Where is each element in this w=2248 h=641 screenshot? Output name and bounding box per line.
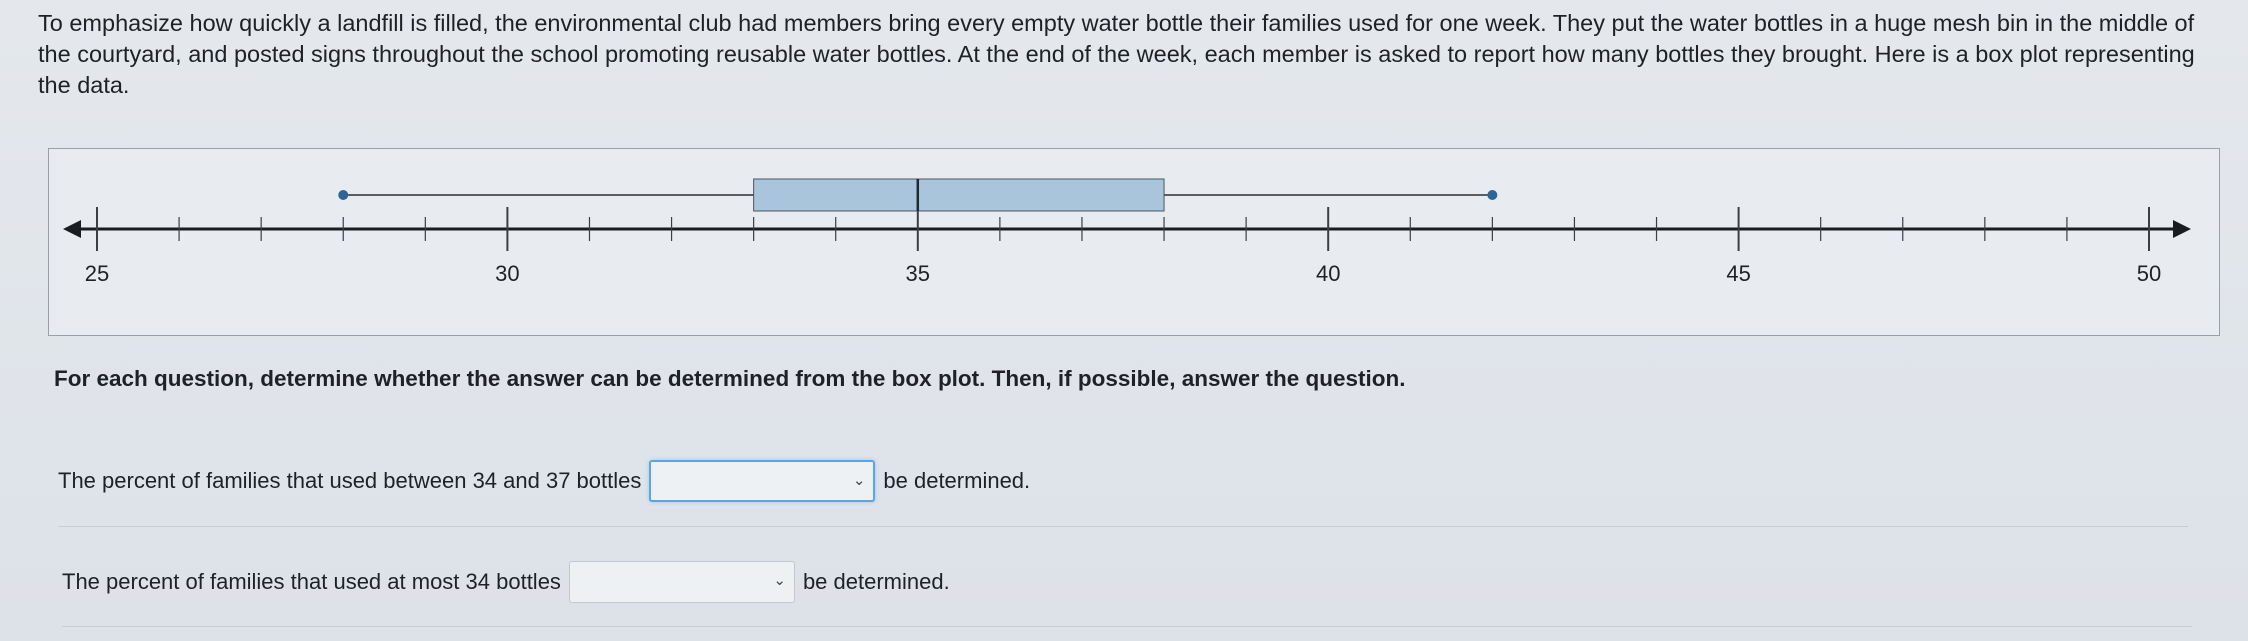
box-plot-panel: 25 30 35 40 45 50 [48, 148, 2220, 336]
tick-label: 35 [906, 261, 930, 286]
iqr-box [753, 178, 1165, 212]
chevron-down-icon: ⌄ [773, 572, 786, 589]
chevron-down-icon: ⌄ [852, 472, 866, 489]
box-plot-chart: 25 30 35 40 45 50 [63, 178, 2191, 286]
intro-paragraph: To emphasize how quickly a landfill is f… [38, 10, 2195, 98]
minimum-point [338, 190, 349, 200]
question-2-dropdown[interactable]: ⌄ [568, 561, 795, 603]
tick-label: 45 [1726, 261, 1750, 286]
tick-label: 30 [495, 261, 519, 286]
question-1-suffix: be determined. [883, 468, 1031, 493]
question-1-dropdown[interactable]: ⌄ [649, 460, 876, 502]
tick-label: 50 [2137, 261, 2161, 286]
question-row-2: The percent of families that used at mos… [62, 561, 950, 603]
question-heading: For each question, determine whether the… [54, 366, 1406, 391]
maximum-point [1487, 190, 1498, 200]
question-2-text: The percent of families that used at mos… [62, 569, 561, 594]
axis-right-arrow-icon [2173, 220, 2191, 238]
question-row-1: The percent of families that used betwee… [58, 460, 1030, 502]
tick-label: 25 [85, 261, 109, 286]
axis-left-arrow-icon [63, 220, 81, 238]
question-1-text: The percent of families that used betwee… [58, 468, 642, 493]
tick-label: 40 [1316, 261, 1340, 286]
divider [62, 626, 2192, 627]
divider [58, 526, 2188, 527]
question-2-suffix: be determined. [802, 569, 950, 594]
